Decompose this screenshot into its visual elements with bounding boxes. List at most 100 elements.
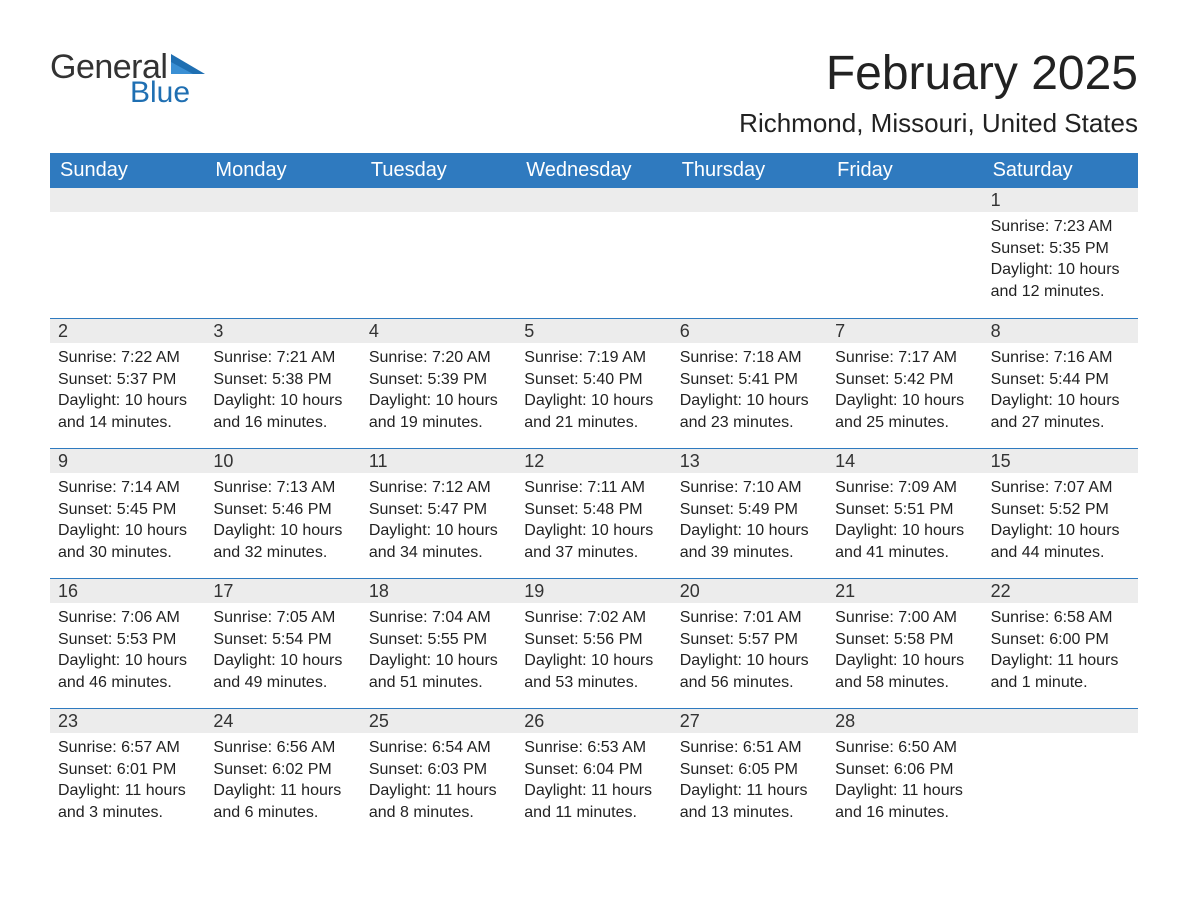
day-cell: 11Sunrise: 7:12 AMSunset: 5:47 PMDayligh… — [361, 449, 516, 578]
sunrise-text: Sunrise: 6:57 AM — [58, 737, 197, 759]
day-body: Sunrise: 7:11 AMSunset: 5:48 PMDaylight:… — [516, 473, 671, 571]
brand-logo: General Blue — [50, 50, 205, 108]
day-body: Sunrise: 6:53 AMSunset: 6:04 PMDaylight:… — [516, 733, 671, 831]
day-number-strip: 9 — [50, 449, 205, 473]
day-body: Sunrise: 7:21 AMSunset: 5:38 PMDaylight:… — [205, 343, 360, 441]
day-number-strip: 2 — [50, 319, 205, 343]
day-body: Sunrise: 7:23 AMSunset: 5:35 PMDaylight:… — [983, 212, 1138, 310]
day-body: Sunrise: 7:05 AMSunset: 5:54 PMDaylight:… — [205, 603, 360, 701]
sunrise-text: Sunrise: 7:14 AM — [58, 477, 197, 499]
sunrise-text: Sunrise: 6:56 AM — [213, 737, 352, 759]
title-block: February 2025 Richmond, Missouri, United… — [739, 50, 1138, 139]
sunset-text: Sunset: 5:46 PM — [213, 499, 352, 521]
sunrise-text: Sunrise: 7:18 AM — [680, 347, 819, 369]
day-number-strip: 22 — [983, 579, 1138, 603]
day-number: 3 — [213, 321, 223, 342]
sunset-text: Sunset: 5:37 PM — [58, 369, 197, 391]
day-cell: 9 Sunrise: 7:14 AMSunset: 5:45 PMDaylight… — [50, 449, 205, 578]
day-number: 8 — [991, 321, 1001, 342]
weekday-header: Friday — [827, 153, 982, 188]
sunrise-text: Sunrise: 7:04 AM — [369, 607, 508, 629]
day-number-strip: 17 — [205, 579, 360, 603]
daylight-text: Daylight: 11 hours and 8 minutes. — [369, 780, 508, 823]
empty-day-strip — [983, 709, 1138, 733]
day-cell: 6Sunrise: 7:18 AMSunset: 5:41 PMDaylight… — [672, 319, 827, 448]
daylight-text: Daylight: 10 hours and 44 minutes. — [991, 520, 1130, 563]
day-number-strip: 16 — [50, 579, 205, 603]
sunset-text: Sunset: 5:41 PM — [680, 369, 819, 391]
sunrise-text: Sunrise: 7:21 AM — [213, 347, 352, 369]
sunset-text: Sunset: 6:03 PM — [369, 759, 508, 781]
day-number: 13 — [680, 451, 700, 472]
day-number: 25 — [369, 711, 389, 732]
day-number-strip: 11 — [361, 449, 516, 473]
day-number: 16 — [58, 581, 78, 602]
day-number-strip: 12 — [516, 449, 671, 473]
day-body: Sunrise: 7:20 AMSunset: 5:39 PMDaylight:… — [361, 343, 516, 441]
day-cell: 15Sunrise: 7:07 AMSunset: 5:52 PMDayligh… — [983, 449, 1138, 578]
day-number: 9 — [58, 451, 68, 472]
sunrise-text: Sunrise: 7:17 AM — [835, 347, 974, 369]
week-row: 9Sunrise: 7:14 AMSunset: 5:45 PMDaylight… — [50, 448, 1138, 578]
sunrise-text: Sunrise: 6:53 AM — [524, 737, 663, 759]
sunset-text: Sunset: 5:48 PM — [524, 499, 663, 521]
sunset-text: Sunset: 5:39 PM — [369, 369, 508, 391]
sunrise-text: Sunrise: 7:09 AM — [835, 477, 974, 499]
day-number: 5 — [524, 321, 534, 342]
day-number-strip: 19 — [516, 579, 671, 603]
sunset-text: Sunset: 6:00 PM — [991, 629, 1130, 651]
daylight-text: Daylight: 10 hours and 37 minutes. — [524, 520, 663, 563]
day-number: 17 — [213, 581, 233, 602]
day-number: 21 — [835, 581, 855, 602]
day-body: Sunrise: 7:22 AMSunset: 5:37 PMDaylight:… — [50, 343, 205, 441]
daylight-text: Daylight: 10 hours and 34 minutes. — [369, 520, 508, 563]
day-number: 14 — [835, 451, 855, 472]
sunset-text: Sunset: 6:06 PM — [835, 759, 974, 781]
sunrise-text: Sunrise: 7:11 AM — [524, 477, 663, 499]
day-cell: 28Sunrise: 6:50 AMSunset: 6:06 PMDayligh… — [827, 709, 982, 838]
daylight-text: Daylight: 11 hours and 6 minutes. — [213, 780, 352, 823]
day-number: 28 — [835, 711, 855, 732]
daylight-text: Daylight: 10 hours and 27 minutes. — [991, 390, 1130, 433]
sunrise-text: Sunrise: 7:16 AM — [991, 347, 1130, 369]
day-body: Sunrise: 7:16 AMSunset: 5:44 PMDaylight:… — [983, 343, 1138, 441]
day-number-strip: 27 — [672, 709, 827, 733]
sunrise-text: Sunrise: 7:23 AM — [991, 216, 1130, 238]
day-cell — [205, 188, 360, 318]
sunrise-text: Sunrise: 6:58 AM — [991, 607, 1130, 629]
sunset-text: Sunset: 6:05 PM — [680, 759, 819, 781]
day-cell: 3Sunrise: 7:21 AMSunset: 5:38 PMDaylight… — [205, 319, 360, 448]
day-number-strip: 25 — [361, 709, 516, 733]
day-number: 27 — [680, 711, 700, 732]
header: General Blue February 2025 Richmond, Mis… — [50, 50, 1138, 139]
day-number: 2 — [58, 321, 68, 342]
sunset-text: Sunset: 5:45 PM — [58, 499, 197, 521]
sunrise-text: Sunrise: 7:06 AM — [58, 607, 197, 629]
daylight-text: Daylight: 10 hours and 30 minutes. — [58, 520, 197, 563]
day-body: Sunrise: 6:56 AMSunset: 6:02 PMDaylight:… — [205, 733, 360, 831]
day-number-strip: 21 — [827, 579, 982, 603]
sunset-text: Sunset: 5:57 PM — [680, 629, 819, 651]
daylight-text: Daylight: 11 hours and 13 minutes. — [680, 780, 819, 823]
day-number-strip: 10 — [205, 449, 360, 473]
sunrise-text: Sunrise: 6:54 AM — [369, 737, 508, 759]
day-cell — [983, 709, 1138, 838]
day-body: Sunrise: 7:18 AMSunset: 5:41 PMDaylight:… — [672, 343, 827, 441]
sunrise-text: Sunrise: 7:12 AM — [369, 477, 508, 499]
day-cell: 21Sunrise: 7:00 AMSunset: 5:58 PMDayligh… — [827, 579, 982, 708]
sunset-text: Sunset: 5:35 PM — [991, 238, 1130, 260]
day-number-strip: 23 — [50, 709, 205, 733]
sunrise-text: Sunrise: 7:19 AM — [524, 347, 663, 369]
weekday-header: Wednesday — [516, 153, 671, 188]
sunset-text: Sunset: 5:38 PM — [213, 369, 352, 391]
day-body: Sunrise: 7:19 AMSunset: 5:40 PMDaylight:… — [516, 343, 671, 441]
day-cell: 7Sunrise: 7:17 AMSunset: 5:42 PMDaylight… — [827, 319, 982, 448]
day-number-strip: 24 — [205, 709, 360, 733]
day-body: Sunrise: 6:58 AMSunset: 6:00 PMDaylight:… — [983, 603, 1138, 701]
daylight-text: Daylight: 10 hours and 19 minutes. — [369, 390, 508, 433]
daylight-text: Daylight: 10 hours and 12 minutes. — [991, 259, 1130, 302]
day-body: Sunrise: 6:51 AMSunset: 6:05 PMDaylight:… — [672, 733, 827, 831]
daylight-text: Daylight: 10 hours and 56 minutes. — [680, 650, 819, 693]
brand-word-blue: Blue — [130, 78, 205, 108]
day-body: Sunrise: 7:01 AMSunset: 5:57 PMDaylight:… — [672, 603, 827, 701]
